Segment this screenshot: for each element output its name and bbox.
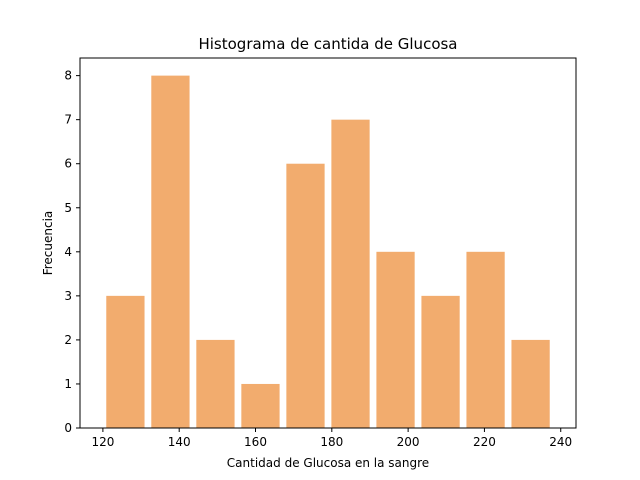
x-tick-label-3: 180	[320, 435, 343, 449]
x-axis-label: Cantidad de Glucosa en la sangre	[227, 456, 429, 470]
x-tick-label-2: 160	[244, 435, 267, 449]
y-tick-label-2: 2	[64, 333, 72, 347]
y-axis-ticks: 0 1 2 3 4 5 6 7 8	[64, 69, 80, 435]
plot-frame	[79, 57, 577, 429]
chart-title: Histograma de cantida de Glucosa	[198, 35, 457, 53]
y-tick-label-7: 7	[64, 113, 72, 127]
bar-0	[106, 295, 145, 428]
x-tick-label-1: 140	[168, 435, 191, 449]
bar-7	[421, 295, 460, 428]
y-tick-label-8: 8	[64, 69, 72, 83]
y-tick-label-0: 0	[64, 421, 72, 435]
x-tick-label-6: 240	[549, 435, 572, 449]
y-tick-label-1: 1	[64, 377, 72, 391]
x-tick-label-0: 120	[91, 435, 114, 449]
bar-6	[376, 251, 415, 428]
bar-1	[151, 75, 190, 428]
x-tick-label-4: 200	[397, 435, 420, 449]
x-tick-label-5: 220	[473, 435, 496, 449]
bars-group	[106, 75, 550, 429]
bar-2	[196, 339, 235, 428]
y-tick-label-6: 6	[64, 157, 72, 171]
bar-9	[511, 339, 550, 428]
y-tick-label-4: 4	[64, 245, 72, 259]
y-tick-label-5: 5	[64, 201, 72, 215]
bar-8	[466, 251, 505, 428]
bar-3	[241, 383, 280, 428]
bar-4	[286, 163, 325, 428]
bar-5	[331, 119, 370, 429]
y-axis-label: Frecuencia	[41, 211, 55, 276]
y-tick-label-3: 3	[64, 289, 72, 303]
x-axis-ticks: 120 140 160 180 200 220 240	[91, 428, 572, 449]
